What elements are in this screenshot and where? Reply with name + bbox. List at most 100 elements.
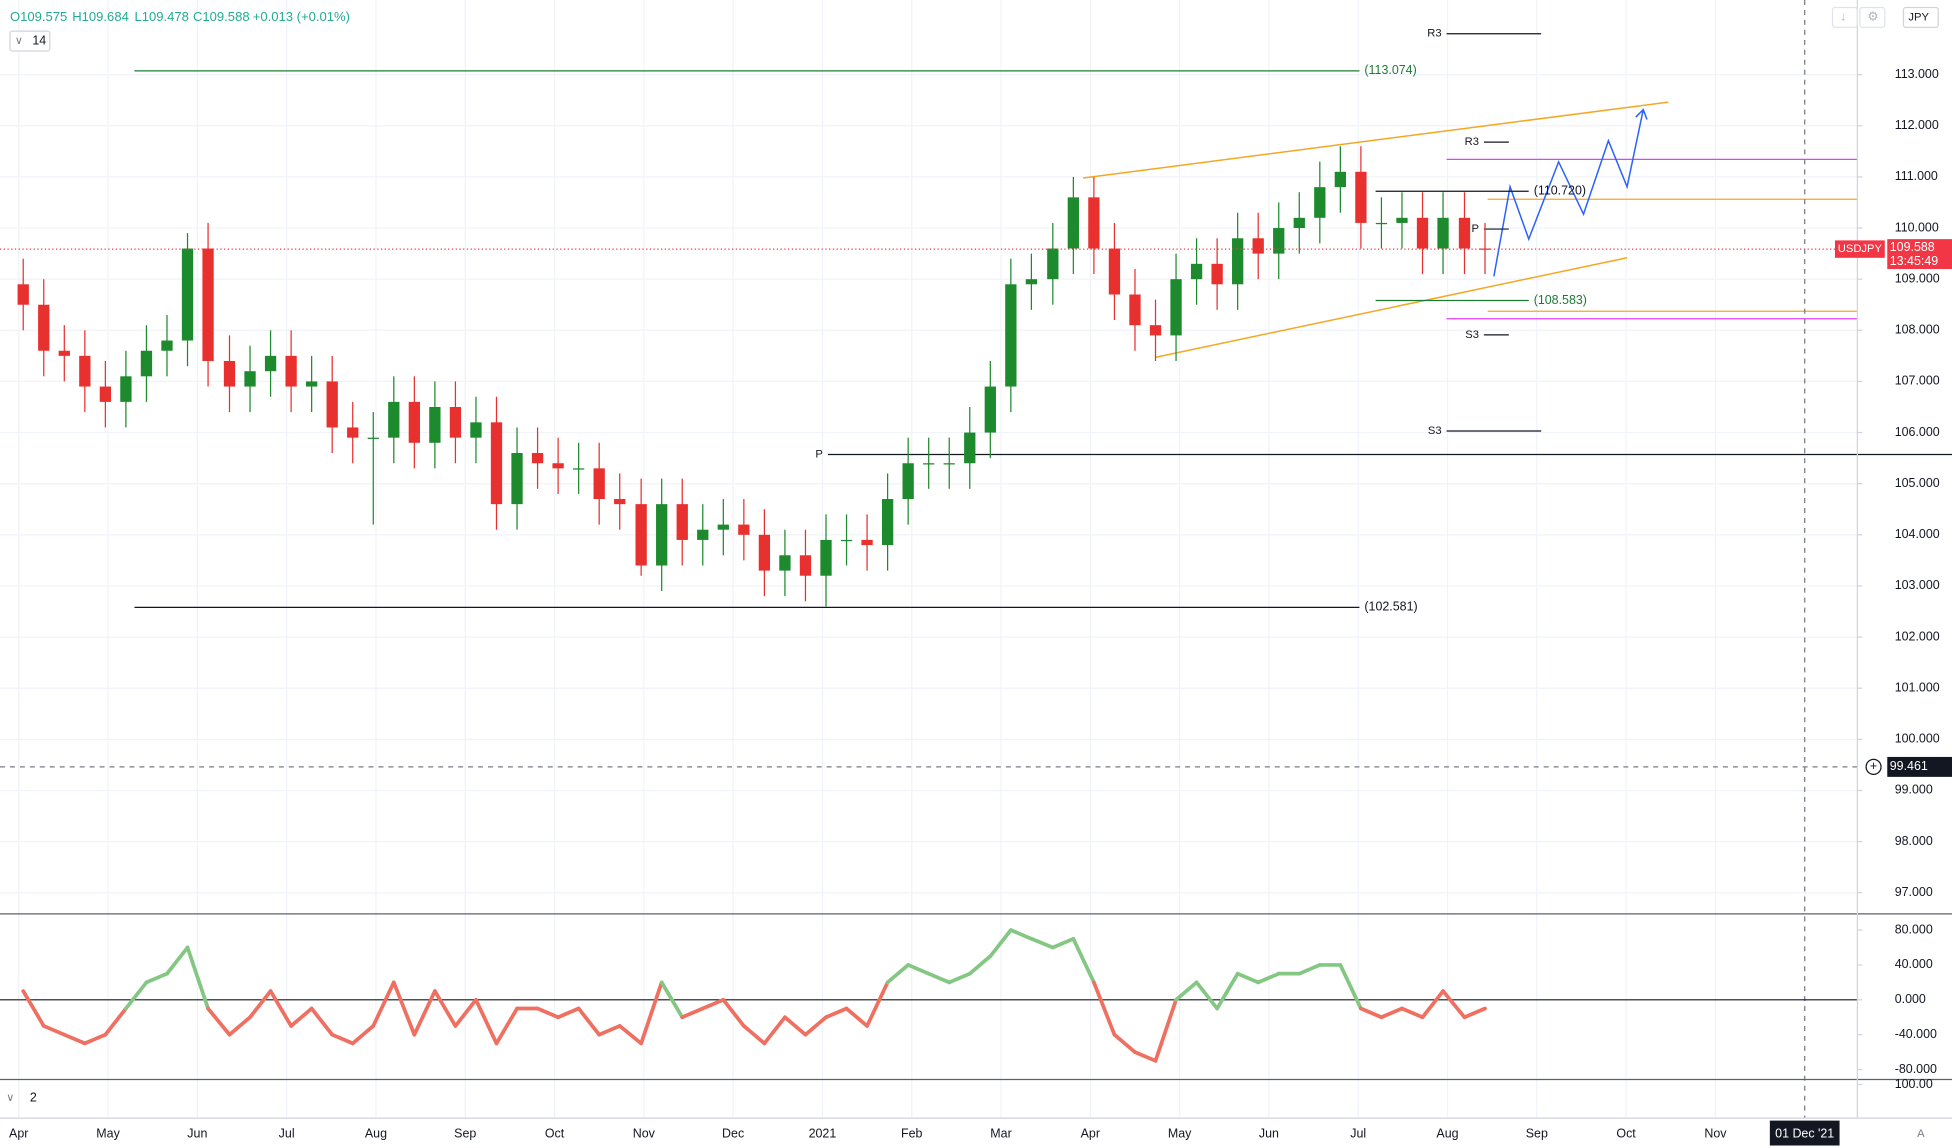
channel-upper [1082, 101, 1669, 179]
pane3-label: 2 [30, 1090, 37, 1104]
oscillator-segment [1194, 980, 1219, 1011]
oscillator-segment [494, 1006, 519, 1046]
candle-body [17, 284, 29, 305]
oscillator-segment [206, 1006, 232, 1037]
level-label: (108.583) [1534, 293, 1587, 307]
x-tick-label: Feb [901, 1127, 923, 1141]
candle-body [614, 499, 626, 505]
oscillator-segment [762, 1015, 787, 1046]
symbol-label: USDJPY [1838, 243, 1883, 255]
oscillator-segment [1029, 936, 1055, 950]
candle-body [1190, 263, 1203, 280]
button-frame[interactable] [1831, 6, 1859, 29]
oscillator-segment [906, 963, 931, 976]
candle-body [490, 422, 503, 505]
candle-body [738, 524, 750, 535]
x-tick-label: Sep [1526, 1127, 1548, 1141]
oscillator-segment [227, 1015, 252, 1037]
oscillator-segment [1379, 1006, 1404, 1020]
candle-body [202, 248, 214, 361]
y-tick-label: 98.000 [1895, 834, 1933, 848]
candle-body [120, 376, 132, 402]
oscillator-segment [988, 928, 1013, 959]
candle-body [99, 386, 112, 402]
countdown-label: 13:45:49 [1890, 254, 1938, 268]
candle-body [470, 422, 482, 438]
x-tick-label: Jul [279, 1127, 295, 1141]
x-tick-label: Oct [545, 1127, 565, 1141]
candle-body [449, 406, 462, 438]
add-alert-icon [1865, 758, 1882, 775]
oscillator-segment [865, 980, 890, 1028]
candle-body [1252, 238, 1264, 254]
button-frame[interactable] [1859, 6, 1886, 29]
oscillator-segment [967, 954, 993, 976]
y-tick-label: 109.000 [1895, 271, 1940, 285]
candle-body [326, 381, 338, 428]
candle-body [1334, 171, 1347, 188]
candle-body [635, 504, 647, 566]
candle-body [181, 248, 194, 341]
x-tick-label: Nov [633, 1127, 656, 1141]
oscillator-segment [597, 1024, 622, 1037]
currency-button[interactable] [1902, 6, 1939, 29]
candle-body [1232, 238, 1244, 285]
oscillator-segment [124, 980, 149, 1011]
oscillator-segment [289, 1006, 314, 1028]
y-tick-label: 105.000 [1895, 476, 1940, 490]
oscillator-segment [1050, 936, 1076, 950]
grid [0, 0, 1858, 1119]
candle-body [1355, 171, 1367, 223]
y-tick-label: 40.000 [1895, 957, 1933, 971]
x-tick-label: Jun [187, 1127, 207, 1141]
oscillator-segment [330, 1032, 355, 1046]
settings-icon[interactable]: ⚙ [1867, 10, 1878, 24]
y-tick-label: 0.000 [1895, 992, 1926, 1006]
candle-body [676, 504, 688, 540]
oscillator-segment [185, 945, 210, 1011]
oscillator-segment [617, 1024, 644, 1046]
candle-body [264, 355, 277, 372]
oscillator-segment [391, 980, 417, 1037]
candle-body [1025, 279, 1038, 285]
projection-arrow [1635, 108, 1648, 120]
x-tick-label: Jun [1259, 1127, 1279, 1141]
candle-body [799, 555, 812, 576]
candle-body [1088, 197, 1100, 249]
oscillator-segment [1462, 1006, 1487, 1020]
scroll-down-icon[interactable]: ↓ [1840, 10, 1846, 24]
candle-body [140, 350, 153, 377]
oscillator-segment [700, 997, 726, 1011]
oscillator-segment [268, 989, 293, 1028]
oscillator-segment [41, 1024, 67, 1037]
oscillator-segment [1133, 1050, 1158, 1063]
y-tick-label: 80.000 [1895, 922, 1933, 936]
auto-scale[interactable]: A [1917, 1128, 1925, 1140]
candle-body [943, 463, 955, 465]
candle-body [347, 427, 359, 438]
oscillator-segment [433, 989, 458, 1028]
oscillator-segment [1256, 971, 1281, 985]
candle-body [1437, 217, 1449, 249]
oscillator-segment [350, 1024, 376, 1046]
y-tick-label: 113.000 [1895, 67, 1939, 81]
level-label: (113.074) [1364, 63, 1416, 77]
candle-body [1170, 279, 1182, 336]
oscillator-segment [885, 963, 911, 985]
oscillator-segment [82, 1032, 108, 1046]
indicator-box[interactable] [9, 30, 51, 52]
candle-body [1129, 294, 1141, 326]
candle-body [223, 360, 236, 387]
crosshair-price-tag [1887, 756, 1952, 777]
oscillator-segment [844, 1006, 869, 1028]
oscillator-segment [1215, 971, 1240, 1011]
candle-body [840, 539, 853, 542]
x-tick-label: 2021 [809, 1127, 837, 1141]
x-tick-label: Dec [722, 1127, 744, 1141]
candle-body [1149, 325, 1162, 336]
last-price-tag [1887, 239, 1952, 270]
candle-body [593, 468, 605, 500]
pivot-label: S3 [1428, 425, 1442, 437]
last-price-label: 109.588 [1890, 240, 1935, 254]
